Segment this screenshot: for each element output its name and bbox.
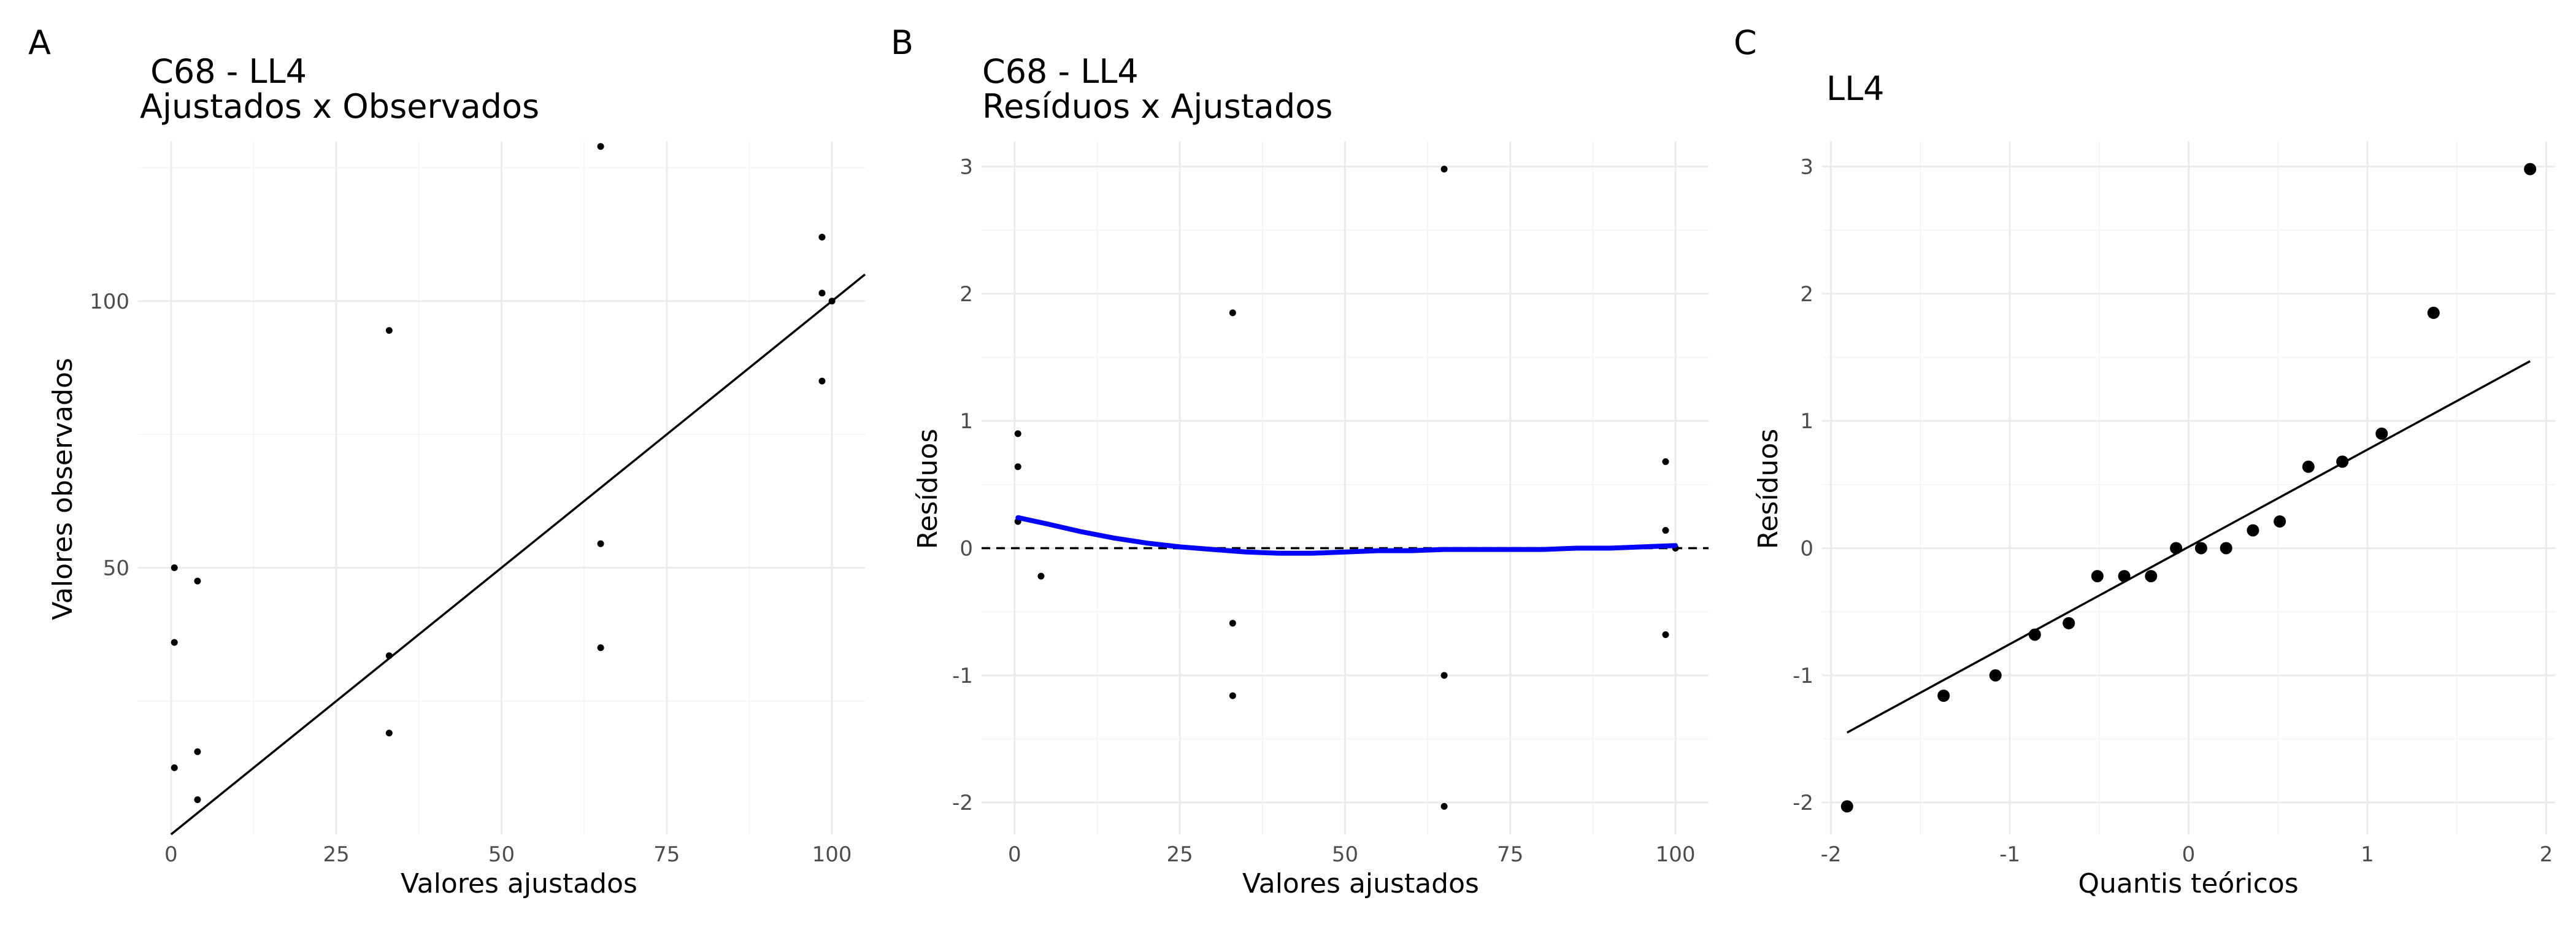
qq-reference-line bbox=[1846, 360, 2531, 734]
y-tick-label: -2 bbox=[1793, 791, 1813, 815]
x-tick-label: 75 bbox=[653, 842, 680, 867]
observed-point bbox=[171, 764, 178, 771]
observed-point bbox=[818, 233, 826, 240]
panel-b-title-line2: Resíduos x Ajustados bbox=[982, 87, 1332, 126]
x-tick-label: 0 bbox=[164, 842, 178, 867]
residual-point bbox=[1440, 802, 1448, 810]
y-tick-label: 0 bbox=[959, 536, 973, 561]
qq-point bbox=[2427, 306, 2440, 319]
panel-c-plot-area: -2 -1 0 1 2 -2 -1 0 1 2 3 bbox=[1793, 141, 2555, 867]
observed-point bbox=[385, 729, 393, 737]
qq-point bbox=[2194, 542, 2207, 555]
y-tick-label: 100 bbox=[90, 290, 129, 314]
panel-a-x-axis-label: Valores ajustados bbox=[401, 868, 637, 899]
qq-point bbox=[2375, 427, 2388, 440]
qq-point bbox=[2170, 542, 2183, 555]
observed-point bbox=[171, 639, 178, 646]
residual-point bbox=[1014, 430, 1021, 437]
observed-point bbox=[171, 564, 178, 571]
residual-point bbox=[1440, 166, 1448, 173]
qq-point bbox=[2145, 570, 2158, 583]
residual-point bbox=[1440, 672, 1448, 679]
panel-a-y-axis-label: Valores observados bbox=[47, 358, 79, 620]
y-tick-label: 2 bbox=[959, 282, 973, 307]
y-tick-label: 3 bbox=[959, 155, 973, 179]
qq-point bbox=[2091, 570, 2104, 583]
qq-point bbox=[2302, 460, 2315, 473]
x-tick-label: 2 bbox=[2540, 842, 2553, 867]
panel-a-plot-area: 0 25 50 75 100 50 100 bbox=[90, 141, 866, 867]
x-tick-label: 50 bbox=[1332, 842, 1358, 867]
residual-point bbox=[1662, 458, 1669, 465]
observed-point bbox=[597, 143, 604, 150]
residual-point bbox=[1662, 526, 1669, 534]
y-tick-label: 1 bbox=[1800, 409, 1813, 434]
identity-line bbox=[170, 273, 866, 836]
qq-point bbox=[1840, 800, 1853, 813]
y-tick-label: -2 bbox=[952, 791, 973, 815]
panel-c-title-line1: LL4 bbox=[1826, 69, 1885, 108]
panel-b-y-axis-label: Resíduos bbox=[912, 429, 944, 549]
qq-point bbox=[2220, 542, 2232, 555]
observed-point bbox=[597, 540, 604, 547]
observed-point bbox=[385, 652, 393, 660]
x-tick-label: -2 bbox=[1821, 842, 1842, 867]
y-tick-label: -1 bbox=[952, 664, 973, 688]
panel-b-title-line1: C68 - LL4 bbox=[982, 52, 1139, 91]
panel-b-x-axis-label: Valores ajustados bbox=[1242, 868, 1479, 899]
panel-c-x-axis-label: Quantis teóricos bbox=[2078, 868, 2298, 899]
qq-point bbox=[2063, 617, 2075, 629]
y-tick-label: 1 bbox=[959, 409, 973, 434]
y-tick-label: -1 bbox=[1793, 664, 1813, 688]
x-tick-label: 100 bbox=[812, 842, 852, 867]
observed-point bbox=[828, 298, 836, 305]
smooth-trend-line bbox=[1015, 515, 1678, 556]
qq-point bbox=[2028, 628, 2041, 641]
residual-point bbox=[1662, 631, 1669, 638]
qq-point bbox=[2336, 455, 2349, 468]
x-tick-label: -1 bbox=[1999, 842, 2020, 867]
observed-point bbox=[194, 796, 201, 803]
panel-a-title-line1: C68 - LL4 bbox=[140, 52, 307, 91]
panel-b: B C68 - LL4 Resíduos x Ajustados 0 25 50 75… bbox=[891, 23, 1709, 899]
x-tick-label: 0 bbox=[2182, 842, 2196, 867]
observed-point bbox=[818, 377, 826, 385]
x-tick-label: 100 bbox=[1656, 842, 1696, 867]
qq-point bbox=[1937, 690, 1950, 702]
residual-point bbox=[1037, 572, 1045, 580]
observed-point bbox=[194, 577, 201, 585]
qq-point bbox=[2524, 163, 2537, 175]
qq-point bbox=[2274, 515, 2286, 528]
x-tick-label: 25 bbox=[323, 842, 350, 867]
panel-letter-b: B bbox=[891, 23, 913, 62]
residual-point bbox=[1229, 620, 1236, 627]
x-tick-label: 75 bbox=[1497, 842, 1523, 867]
residual-point bbox=[1229, 692, 1236, 699]
y-tick-label: 2 bbox=[1800, 282, 1813, 307]
panel-c-y-axis-label: Resíduos bbox=[1753, 429, 1784, 549]
observed-point bbox=[385, 327, 393, 334]
y-tick-label: 0 bbox=[1800, 536, 1813, 561]
panel-b-plot-area: 0 25 50 75 100 -2 -1 0 1 2 3 bbox=[952, 141, 1709, 867]
residual-point bbox=[1229, 309, 1236, 317]
qq-point bbox=[1989, 669, 2002, 682]
qq-point bbox=[2247, 524, 2259, 537]
observed-point bbox=[818, 290, 826, 297]
observed-point bbox=[597, 644, 604, 652]
x-tick-label: 0 bbox=[1008, 842, 1021, 867]
panel-letter-c: C bbox=[1734, 23, 1757, 62]
panel-letter-a: A bbox=[28, 23, 51, 62]
observed-point bbox=[194, 748, 201, 755]
x-tick-label: 1 bbox=[2361, 842, 2374, 867]
qq-point bbox=[2118, 570, 2131, 583]
y-tick-label: 50 bbox=[103, 556, 129, 580]
panel-a: A C68 - LL4 Ajustados x Observados 0 25 50… bbox=[28, 23, 866, 899]
residual-point bbox=[1014, 463, 1021, 471]
y-tick-label: 3 bbox=[1800, 155, 1813, 179]
panel-a-title-line2: Ajustados x Observados bbox=[140, 87, 539, 126]
x-tick-label: 25 bbox=[1167, 842, 1193, 867]
x-tick-label: 50 bbox=[488, 842, 515, 867]
panel-c: C LL4 -2 -1 0 1 2 -2 -1 0 1 2 3 Quantis teóricos R… bbox=[1734, 23, 2555, 899]
